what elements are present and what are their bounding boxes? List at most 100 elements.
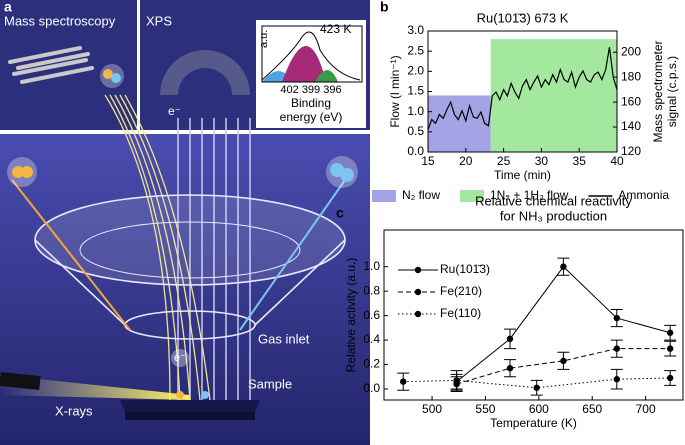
electron-arrows <box>177 118 251 410</box>
electron <box>171 349 189 367</box>
point <box>506 335 514 343</box>
inset-x-label: energy (eV) <box>280 110 343 124</box>
electron-label: e⁻ <box>174 352 186 364</box>
x-ray-source <box>0 371 41 391</box>
inset-x-label: Binding <box>291 96 331 110</box>
x-ray-beam <box>0 375 190 400</box>
point <box>666 345 674 352</box>
x-tick-label: 500 <box>422 402 442 416</box>
point <box>613 345 620 352</box>
x-tick-label: 650 <box>582 402 602 416</box>
y2-tick-label: 160 <box>621 94 641 108</box>
xps-label: XPS <box>146 13 172 28</box>
y-tick-label: 1.5 <box>407 84 424 98</box>
x-tick-label: 35 <box>573 154 587 168</box>
y2-axis-label: Mass spectrometer <box>651 40 665 142</box>
sample <box>120 400 260 412</box>
point <box>506 365 514 372</box>
y2-tick-label: 140 <box>621 119 641 133</box>
legend-marker <box>414 266 422 274</box>
legend-label: Ru(101̄3) <box>440 262 490 276</box>
atom <box>21 166 33 178</box>
y2-tick-label: 200 <box>621 44 641 58</box>
x-axis-label: Time (min) <box>494 168 551 182</box>
mass-spec-label: Mass spectroscopy <box>4 13 116 28</box>
y-tick-label: 1.0 <box>407 104 424 118</box>
chart-title: Relative chemical reactivity <box>475 193 632 208</box>
point <box>666 374 674 382</box>
legend-label: Fe(110) <box>440 306 481 320</box>
panel-a: a Mass spectroscopy XPS e⁻ a.u. 423 K 40… <box>0 0 370 445</box>
inset-y-label: a.u. <box>258 30 270 48</box>
sample-base <box>125 412 255 420</box>
x-tick-label: 15 <box>421 154 435 168</box>
y-tick-label: 2.5 <box>407 43 424 57</box>
y-tick-label: 0.2 <box>363 357 380 371</box>
point <box>560 357 567 365</box>
y-tick-label: 2.0 <box>407 64 424 78</box>
x-rays-label: X-rays <box>55 403 93 418</box>
y2-tick-label: 120 <box>621 144 641 158</box>
inset-ticks: 402 399 396 <box>280 84 341 96</box>
x-tick-label: 25 <box>497 154 511 168</box>
atom <box>340 168 354 182</box>
legend-marker <box>414 288 422 296</box>
legend-swatch <box>372 190 396 202</box>
panel-label: a <box>4 0 12 15</box>
y-axis-label: Relative activity (a.u.) <box>344 258 358 373</box>
atom <box>176 391 184 399</box>
atom <box>201 391 209 399</box>
point <box>613 376 620 383</box>
chart-title: Ru(101̄3) 673 K <box>477 10 569 25</box>
sample-label: Sample <box>248 376 292 391</box>
gas-inlet-label: Gas inlet <box>258 331 310 346</box>
x-tick-label: 40 <box>610 154 624 168</box>
y2-axis-label: signal (c.p.s.) <box>665 56 679 127</box>
x-tick-label: 30 <box>535 154 549 168</box>
flow-area <box>428 95 491 152</box>
point <box>666 329 674 336</box>
legend-label: 1N₂ + 1H₂ flow <box>490 188 569 202</box>
analyzer <box>160 50 250 95</box>
series-line <box>403 377 671 389</box>
x-tick-label: 700 <box>636 402 656 416</box>
gas-arrow <box>11 179 131 331</box>
y-tick-label: 0.5 <box>407 124 424 138</box>
plot-frame <box>383 229 684 401</box>
x-tick-label: 600 <box>529 402 549 416</box>
atom <box>111 73 121 83</box>
y2-tick-label: 180 <box>621 69 641 83</box>
atom <box>103 69 113 79</box>
point <box>613 314 620 322</box>
legend-label: N₂ flow <box>402 188 440 202</box>
y-tick-label: 0.8 <box>363 283 380 297</box>
x-tick-label: 20 <box>459 154 473 168</box>
flow-area <box>490 39 617 152</box>
point <box>560 263 567 270</box>
y-tick-label: 0.0 <box>407 144 424 158</box>
gas-arrow <box>239 179 346 331</box>
panel-label: b <box>380 0 389 15</box>
atom <box>12 166 24 178</box>
panel-label: c <box>336 205 344 221</box>
point <box>533 384 540 391</box>
electron-label: e⁻ <box>168 104 181 118</box>
signal-line <box>427 47 618 130</box>
legend-label: Fe(210) <box>440 284 482 298</box>
point <box>453 377 460 384</box>
x-axis-label: Temperature (K) <box>490 416 577 430</box>
y-tick-label: 0.6 <box>363 308 380 322</box>
inset-temp: 423 K <box>320 22 351 36</box>
legend-label: Ammonia <box>618 188 669 202</box>
legend-swatch <box>460 190 484 202</box>
cone <box>34 194 346 340</box>
y-tick-label: 1.0 <box>363 259 380 273</box>
point <box>400 378 407 385</box>
chart-title: for NH₃ production <box>500 208 607 223</box>
y-tick-label: 0.4 <box>363 332 380 346</box>
y-axis-label: Flow (l min⁻¹) <box>388 55 402 127</box>
y-tick-label: 0.0 <box>363 381 380 395</box>
xps-peaks <box>261 25 363 83</box>
legend-marker <box>414 310 422 318</box>
